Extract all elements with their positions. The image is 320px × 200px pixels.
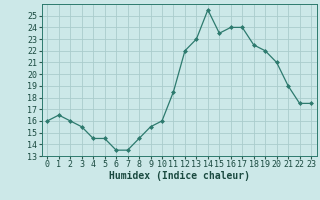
X-axis label: Humidex (Indice chaleur): Humidex (Indice chaleur) [109, 171, 250, 181]
